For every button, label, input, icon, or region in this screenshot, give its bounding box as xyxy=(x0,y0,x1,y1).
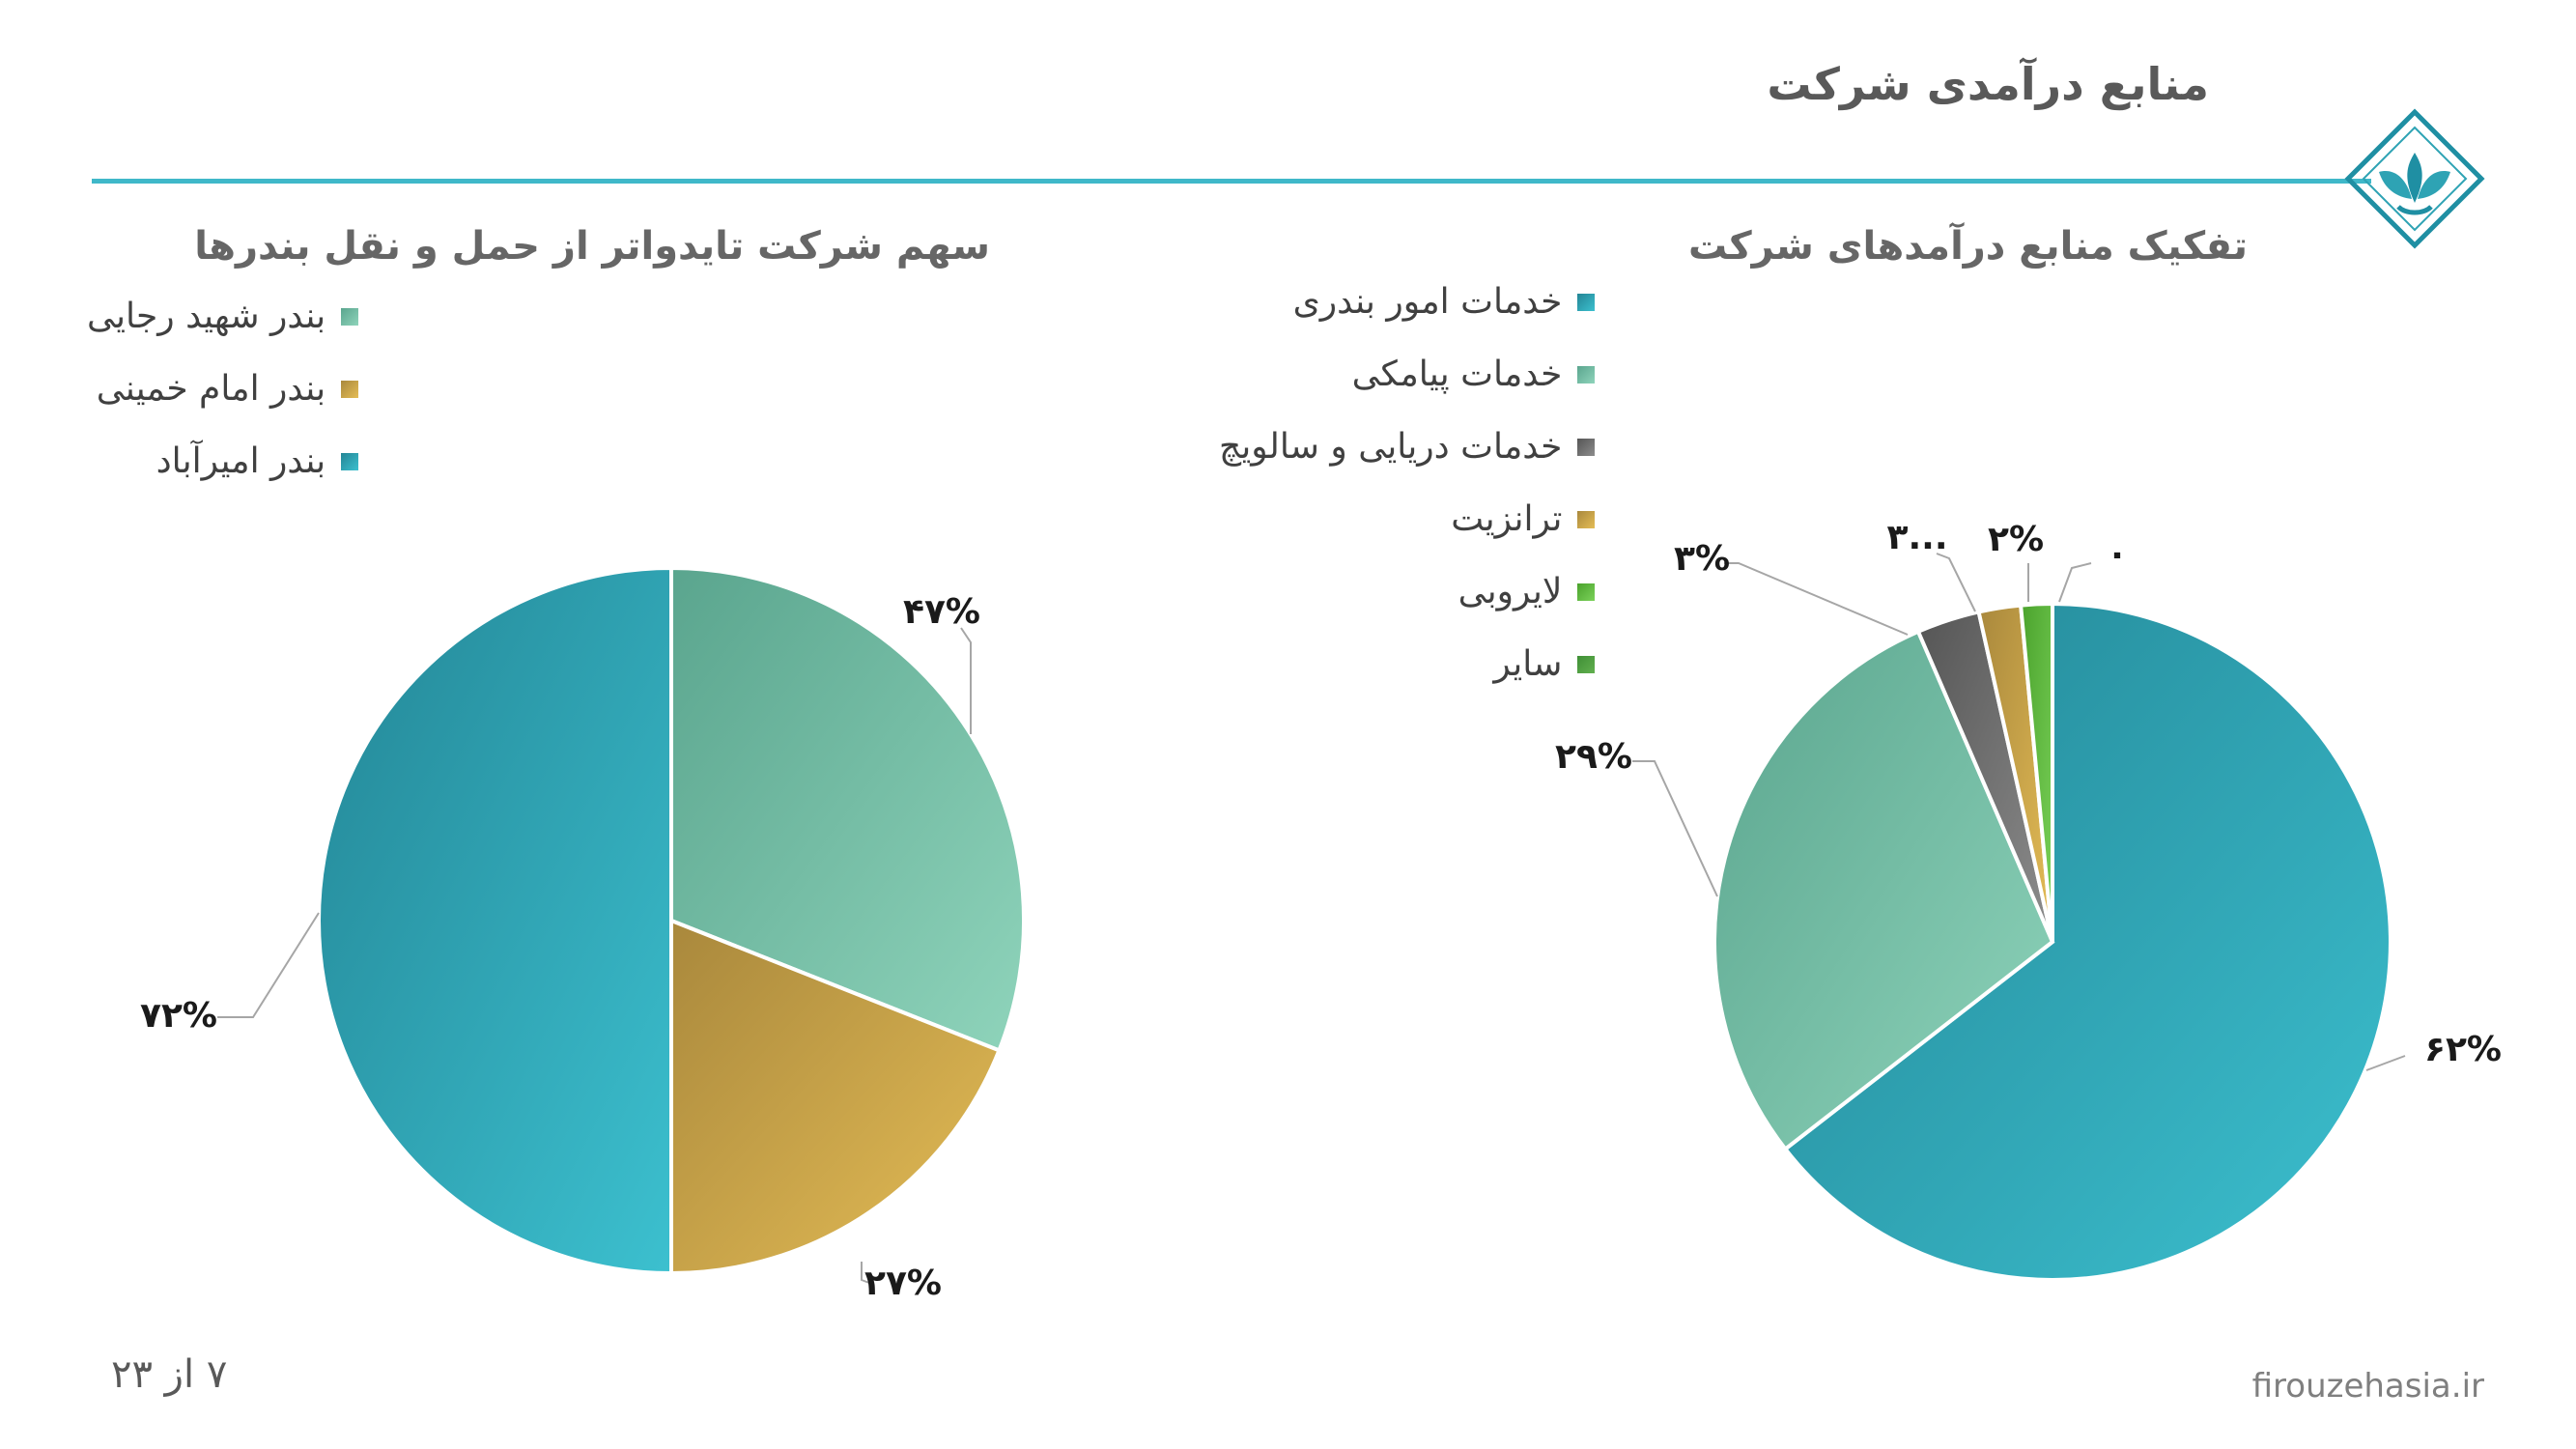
legend-item: بندر شهید رجایی xyxy=(87,280,359,353)
data-label: ۳... xyxy=(1887,518,1948,557)
legend-item: ترانزیت xyxy=(1219,483,1596,555)
legend-swatch xyxy=(1577,293,1596,311)
right-chart-legend: خدمات امور بندری خدمات پیامکی خدمات دریا… xyxy=(1219,266,1596,700)
legend-label: سایر xyxy=(1493,644,1563,684)
legend-swatch xyxy=(341,307,359,326)
data-label: ۷۲% xyxy=(140,996,217,1036)
leader-line xyxy=(861,1262,875,1286)
pie-slice xyxy=(669,918,1002,1276)
legend-label: بندر امام خمینی xyxy=(96,369,326,409)
right-chart-title: تفکیک منابع درآمدهای شرکت xyxy=(1688,224,2248,269)
legend-swatch xyxy=(1577,365,1596,384)
legend-label: خدمات پیامکی xyxy=(1351,355,1563,394)
leader-line xyxy=(1632,760,1718,897)
legend-label: بندر شهید رجایی xyxy=(87,297,326,336)
legend-item: بندر امام خمینی xyxy=(87,353,359,425)
data-label: ۲۷% xyxy=(864,1264,942,1303)
legend-swatch xyxy=(341,380,359,398)
legend-swatch xyxy=(1577,582,1596,601)
legend-label: خدمات امور بندری xyxy=(1292,282,1563,322)
legend-label: ترانزیت xyxy=(1451,499,1563,539)
leader-line xyxy=(1936,553,1976,612)
company-logo-icon xyxy=(2344,108,2485,249)
data-label: ۴۷% xyxy=(903,592,980,632)
website-url: firouzehasia.ir xyxy=(2251,1367,2484,1406)
pie-slice xyxy=(317,565,673,1276)
legend-swatch xyxy=(1577,655,1596,673)
leader-line xyxy=(1724,562,1909,636)
legend-item: خدمات دریایی و سالویچ xyxy=(1219,411,1596,483)
leader-line xyxy=(2365,1055,2406,1071)
page-number: ۷ از ۲۳ xyxy=(111,1352,228,1397)
legend-item: خدمات امور بندری xyxy=(1219,266,1596,338)
legend-label: لایروبی xyxy=(1458,572,1563,611)
legend-item: خدمات پیامکی xyxy=(1219,338,1596,411)
legend-label: بندر امیرآباد xyxy=(156,441,326,481)
leader-line xyxy=(2058,562,2092,603)
pie-slice xyxy=(669,565,1027,1053)
data-label: ۲۹% xyxy=(1555,737,1632,777)
left-chart-title: سهم شرکت تایدواتر از حمل و نقل بندرها xyxy=(194,224,990,269)
legend-item: لایروبی xyxy=(1219,555,1596,628)
legend-swatch xyxy=(341,452,359,470)
title-divider xyxy=(92,179,2371,184)
legend-item: سایر xyxy=(1219,628,1596,700)
data-label: ۰ xyxy=(2107,534,2128,574)
pie-slice xyxy=(1712,629,2055,1152)
legend-swatch xyxy=(1577,510,1596,528)
data-label: ۳% xyxy=(1674,539,1730,579)
pie-slice xyxy=(2018,601,2054,943)
pie-slice xyxy=(1782,601,2392,1282)
leader-line xyxy=(217,912,320,1018)
legend-swatch xyxy=(1577,438,1596,456)
legend-item: بندر امیرآباد xyxy=(87,425,359,497)
slide-title: منابع درآمدی شرکت xyxy=(1767,58,2209,110)
leader-line xyxy=(960,627,972,734)
data-label: ۲% xyxy=(1988,520,2044,559)
data-label: ۶۲% xyxy=(2424,1030,2502,1069)
left-chart-legend: بندر شهید رجایی بندر امام خمینی بندر امی… xyxy=(87,280,359,497)
legend-label: خدمات دریایی و سالویچ xyxy=(1219,427,1563,467)
